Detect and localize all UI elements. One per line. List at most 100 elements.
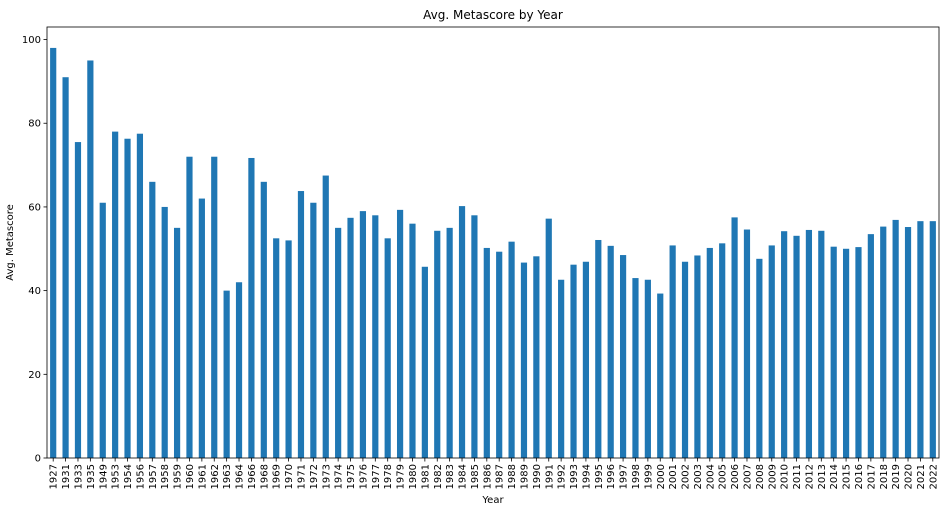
x-tick-label: 1977: [371, 464, 382, 489]
x-tick-label: 1986: [482, 464, 493, 489]
bar-1988: [508, 241, 515, 458]
x-tick-label: 1959: [173, 464, 184, 489]
plot-frame: [46, 26, 940, 459]
bar-1987: [496, 251, 503, 458]
bar-2003: [694, 255, 701, 458]
bar-2000: [657, 293, 664, 458]
bar-2012: [805, 229, 813, 458]
x-tick-label: 2003: [693, 464, 704, 489]
y-axis-label: Avg. Metascore: [5, 204, 16, 281]
bar-1966: [248, 157, 255, 458]
bar-1995: [595, 239, 602, 458]
bar-1992: [558, 279, 565, 458]
bar-1958: [161, 206, 168, 458]
bar-1968: [260, 181, 267, 458]
bar-1978: [384, 238, 391, 458]
x-tick-label: 1995: [594, 464, 605, 489]
x-tick-label: 1963: [222, 464, 233, 489]
bar-1979: [396, 209, 404, 458]
bar-1981: [421, 266, 428, 458]
y-tick-label: 40: [28, 286, 41, 297]
x-tick-label: 2006: [730, 464, 741, 489]
bar-1931: [62, 77, 69, 458]
x-tick-label: 1999: [643, 464, 654, 489]
bar-2002: [681, 261, 689, 458]
x-tick-label: 2020: [904, 464, 915, 489]
bar-1962: [211, 156, 218, 458]
bar-1990: [533, 256, 540, 458]
bar-2015: [842, 248, 850, 458]
x-tick-label: 2022: [928, 464, 939, 489]
x-tick-label: 1980: [408, 464, 419, 489]
bar-1994: [582, 261, 590, 458]
x-tick-label: 1966: [247, 464, 258, 489]
x-tick-label: 2001: [668, 464, 679, 489]
x-tick-label: 1983: [445, 464, 456, 489]
x-tick-label: 1987: [495, 464, 506, 489]
y-tick-label: 60: [28, 202, 41, 213]
bar-2004: [706, 247, 713, 458]
x-tick-label: 2009: [767, 464, 778, 489]
bar-2001: [669, 245, 676, 458]
x-tick-label: 1960: [185, 464, 196, 489]
bar-1973: [322, 175, 329, 459]
bar-2006: [731, 217, 738, 458]
x-tick-label: 1997: [619, 464, 630, 489]
x-tick-label: 1973: [321, 464, 332, 489]
x-tick-label: 1974: [334, 464, 345, 489]
x-tick-label: 1964: [235, 464, 246, 489]
bar-1957: [149, 181, 156, 458]
x-tick-label: 2019: [891, 464, 902, 489]
x-tick-label: 1978: [383, 464, 394, 489]
bar-1976: [359, 211, 367, 458]
x-tick-label: 1956: [135, 464, 146, 489]
bar-2010: [781, 231, 788, 458]
x-tick-label: 2008: [755, 464, 766, 489]
y-tick-label: 20: [28, 370, 41, 381]
x-tick-label: 1976: [358, 464, 369, 489]
bar-1977: [372, 215, 379, 458]
bar-1999: [644, 279, 651, 458]
bar-1997: [619, 255, 627, 458]
bar-1982: [434, 230, 441, 458]
x-tick-label: 1979: [396, 464, 407, 489]
x-tick-label: 1931: [61, 464, 72, 489]
bar-1989: [520, 262, 528, 458]
x-tick-label: 1933: [73, 464, 84, 489]
bar-1985: [471, 215, 478, 458]
x-tick-label: 1972: [309, 464, 320, 489]
x-tick-label: 1969: [272, 464, 283, 489]
x-axis: 1927 1931 1933 1935 1949 1953 1954 1956 1957 1958…: [49, 458, 939, 489]
x-tick-label: 1992: [557, 464, 568, 489]
bar-1959: [173, 227, 181, 458]
x-tick-label: 1953: [111, 464, 122, 489]
x-tick-label: 1962: [210, 464, 221, 489]
x-tick-label: 2011: [792, 464, 803, 489]
bar-1996: [607, 245, 614, 458]
bar-1949: [99, 202, 106, 458]
bar-1970: [285, 240, 292, 458]
bar-1998: [632, 278, 639, 458]
bar-2008: [756, 258, 763, 458]
y-tick-label: 100: [22, 35, 41, 46]
bar-2020: [904, 227, 912, 458]
bar-2018: [880, 226, 887, 458]
bar-2013: [818, 230, 825, 458]
x-tick-label: 1991: [544, 464, 555, 489]
bar-1986: [483, 247, 490, 458]
bar-1975: [347, 217, 354, 458]
x-tick-label: 1971: [296, 464, 307, 489]
x-tick-label: 1927: [49, 464, 60, 489]
x-axis-label: Year: [481, 495, 504, 506]
bar-1953: [112, 131, 119, 459]
x-tick-label: 1990: [532, 464, 543, 489]
bar-2022: [929, 221, 936, 458]
bar-2017: [867, 234, 874, 458]
x-tick-label: 1985: [470, 464, 481, 489]
x-tick-label: 1993: [569, 464, 580, 489]
x-tick-label: 1968: [259, 464, 270, 489]
bar-1954: [124, 138, 131, 458]
y-tick-label: 80: [28, 119, 41, 130]
